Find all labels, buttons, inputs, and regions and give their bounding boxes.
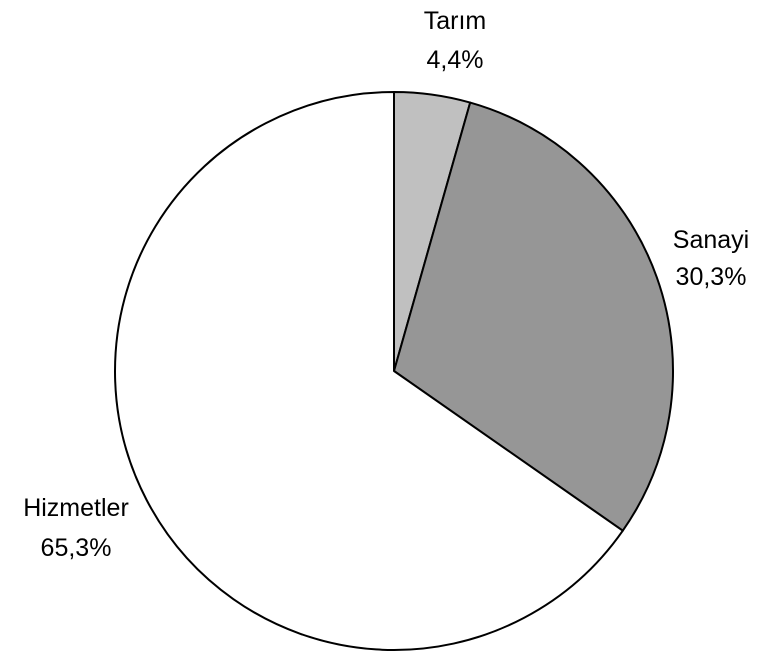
slice-name-hizmetler: Hizmetler xyxy=(23,494,129,522)
slice-label-hizmetler: Hizmetler 65,3% xyxy=(23,494,129,562)
slice-label-tarim: Tarım 4,4% xyxy=(424,7,487,74)
slice-value-sanayi: 30,3% xyxy=(676,263,747,291)
slice-name-tarim: Tarım xyxy=(424,7,487,35)
slice-label-sanayi: Sanayi 30,3% xyxy=(673,226,749,291)
pie-slices xyxy=(114,91,674,651)
slice-name-sanayi: Sanayi xyxy=(673,226,749,254)
slice-value-tarim: 4,4% xyxy=(427,46,484,74)
pie-slice-hizmetler xyxy=(114,91,624,651)
slice-value-hizmetler: 65,3% xyxy=(41,534,112,562)
pie-slice-sanayi xyxy=(393,101,674,532)
